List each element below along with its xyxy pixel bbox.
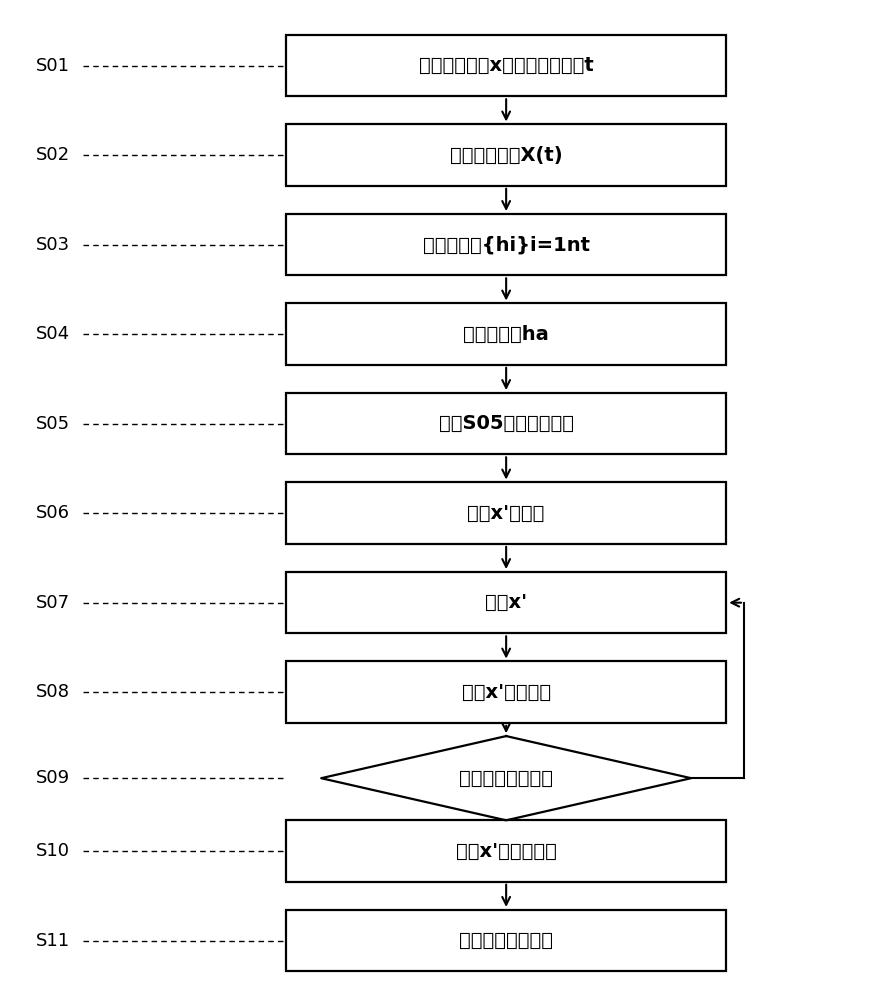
Polygon shape (321, 736, 691, 820)
FancyBboxPatch shape (286, 35, 726, 96)
FancyBboxPatch shape (286, 393, 726, 454)
FancyBboxPatch shape (286, 482, 726, 544)
FancyBboxPatch shape (286, 124, 726, 186)
Text: 给定查询图像x和期望攻击类别t: 给定查询图像x和期望攻击类别t (419, 56, 594, 75)
Text: 输入x'至检索模型: 输入x'至检索模型 (456, 842, 557, 861)
Text: 给定样本集合X(t): 给定样本集合X(t) (450, 146, 563, 165)
FancyBboxPatch shape (286, 214, 726, 275)
Text: 更新x': 更新x' (485, 593, 527, 612)
Text: S04: S04 (36, 325, 69, 343)
Text: S07: S07 (36, 594, 69, 612)
Text: 投影x'满足约束: 投影x'满足约束 (461, 683, 550, 702)
Text: S08: S08 (36, 683, 69, 701)
Text: S06: S06 (36, 504, 69, 522)
Text: 计算x'的梯度: 计算x'的梯度 (468, 504, 545, 523)
Text: S11: S11 (36, 932, 69, 950)
Text: S03: S03 (36, 236, 69, 254)
Text: 检索模型返回样本: 检索模型返回样本 (459, 931, 553, 950)
FancyBboxPatch shape (286, 661, 726, 723)
FancyBboxPatch shape (286, 820, 726, 882)
FancyBboxPatch shape (286, 303, 726, 365)
FancyBboxPatch shape (286, 572, 726, 633)
Text: S02: S02 (36, 146, 69, 164)
Text: S10: S10 (36, 842, 69, 860)
Text: 指定S05中的损失函数: 指定S05中的损失函数 (438, 414, 573, 433)
Text: S05: S05 (36, 415, 69, 433)
Text: S09: S09 (36, 769, 69, 787)
Text: S01: S01 (36, 57, 69, 75)
Text: 是否达到更新次数: 是否达到更新次数 (459, 769, 553, 788)
Text: 生成代表码ha: 生成代表码ha (463, 325, 549, 344)
FancyBboxPatch shape (286, 910, 726, 971)
Text: 获得哈希码{hi}i=1nt: 获得哈希码{hi}i=1nt (422, 235, 589, 254)
